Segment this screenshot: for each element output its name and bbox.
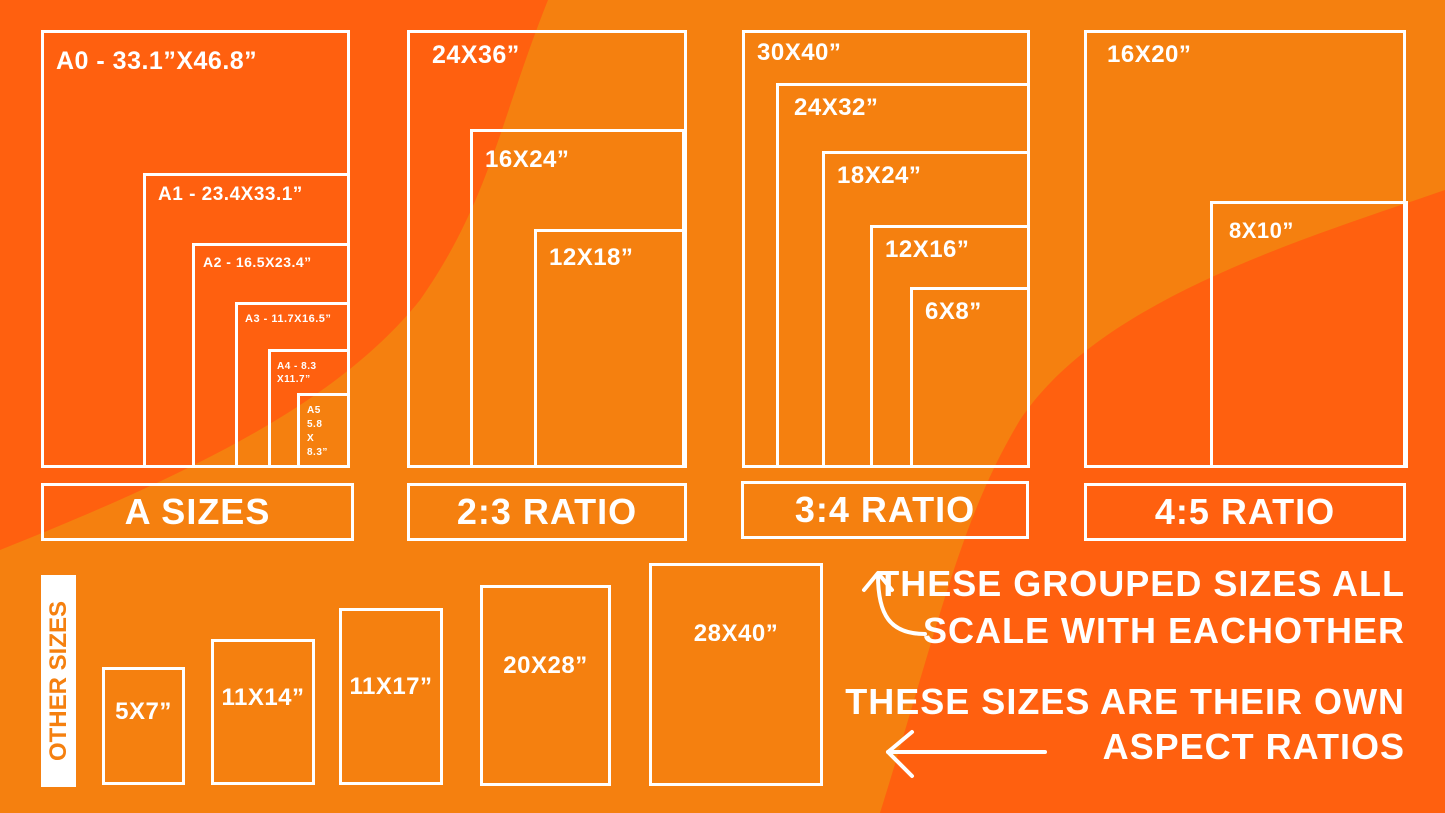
own-note-line-2: ASPECT RATIOS <box>1102 726 1405 767</box>
size-6x8-box: 6X8” <box>910 287 1030 468</box>
size-5x7-box: 5X7” <box>102 667 185 785</box>
size-28x40-label: 28X40” <box>693 620 779 647</box>
size-20x28-box: 20X28” <box>480 585 611 786</box>
size-30x40-label: 30X40” <box>757 39 842 66</box>
size-8x10-label: 8X10” <box>1229 218 1294 243</box>
own-note-line-1: THESE SIZES ARE THEIR OWN <box>845 681 1405 722</box>
size-12x16-label: 12X16” <box>885 236 970 263</box>
other-sizes-label: OTHER SIZES <box>41 575 76 787</box>
a1-label: A1 - 23.4X33.1” <box>158 184 303 205</box>
a-sizes-label: A SIZES <box>41 483 354 541</box>
size-6x8-label: 6X8” <box>925 298 982 325</box>
a3-label: A3 - 11.7X16.5” <box>245 313 332 325</box>
a4-label: A4 - 8.3 X11.7” <box>277 361 317 385</box>
size-20x28-label: 20X28” <box>503 652 588 679</box>
size-8x10-box: 8X10” <box>1210 201 1408 468</box>
other-sizes-text: OTHER SIZES <box>44 600 72 762</box>
ratio-4-5-label: 4:5 RATIO <box>1084 483 1406 541</box>
size-18x24-label: 18X24” <box>837 162 922 189</box>
a5-label: A5 5.8 X 8.3” <box>307 405 328 458</box>
size-11x14-box: 11X14” <box>211 639 315 785</box>
size-28x40-box: 28X40” <box>649 563 823 786</box>
size-11x17-box: 11X17” <box>339 608 443 785</box>
a0-label: A0 - 33.1”X46.8” <box>56 47 258 75</box>
size-12x18-box: 12X18” <box>534 229 685 468</box>
grouped-note-line-1: THESE GROUPED SIZES ALL <box>877 563 1405 604</box>
size-16x20-label: 16X20” <box>1107 41 1192 68</box>
size-11x14-label: 11X14” <box>221 684 305 711</box>
a2-label: A2 - 16.5X23.4” <box>203 254 312 270</box>
size-24x32-label: 24X32” <box>794 94 879 121</box>
bottom-right-blob <box>880 190 1445 813</box>
size-16x24-label: 16X24” <box>485 146 570 173</box>
size-24x36-label: 24X36” <box>432 41 520 69</box>
top-left-blob <box>0 0 548 550</box>
a5-box: A5 5.8 X 8.3” <box>297 393 350 468</box>
size-5x7-label: 5X7” <box>115 698 172 725</box>
size-12x18-label: 12X18” <box>549 244 634 271</box>
size-11x17-label: 11X17” <box>349 673 433 700</box>
grouped-note-line-2: SCALE WITH EACHOTHER <box>923 610 1405 651</box>
ratio-3-4-label: 3:4 RATIO <box>741 481 1029 539</box>
ratio-2-3-label: 2:3 RATIO <box>407 483 687 541</box>
